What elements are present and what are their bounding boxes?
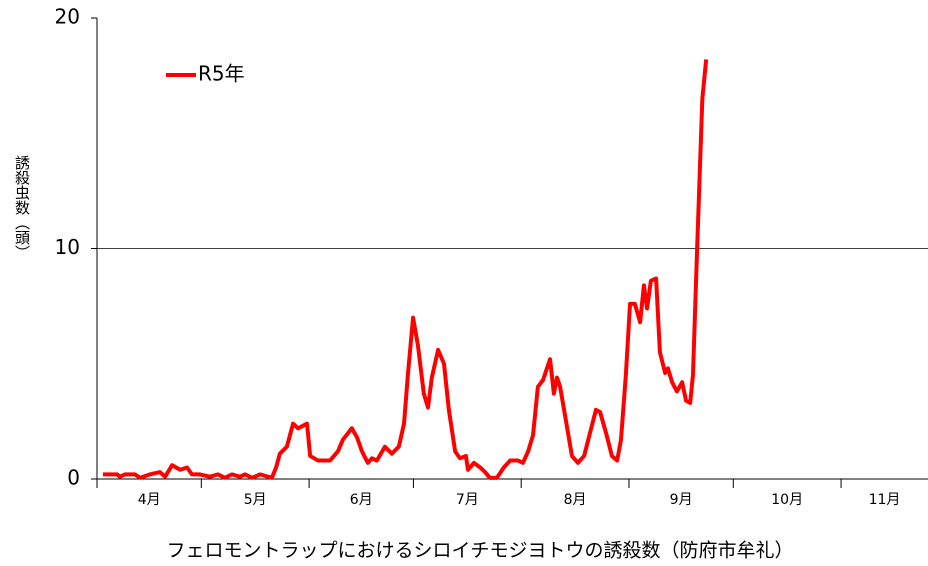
chart-title: フェロモントラップにおけるシロイチモジヨトウの誘殺数（防府市牟礼）: [166, 540, 793, 562]
x-tick-label: 10月: [771, 492, 803, 508]
data-line: [102, 59, 709, 480]
x-tick-label: 8月: [564, 492, 587, 508]
x-tick-label: 11月: [869, 492, 901, 508]
x-tick-label: 4月: [138, 492, 161, 508]
y-tick-label: 10: [55, 235, 80, 259]
x-tick-label: 9月: [670, 492, 693, 508]
legend-label: R5年: [198, 62, 245, 86]
y-tick-label: 0: [67, 466, 80, 490]
x-tick-label: 5月: [244, 492, 267, 508]
y-tick-label: 20: [55, 5, 80, 29]
x-tick-label: 7月: [456, 492, 479, 508]
y-axis-label: 誘殺虫数（頭）: [13, 155, 31, 260]
x-tick-label: 6月: [350, 492, 373, 508]
